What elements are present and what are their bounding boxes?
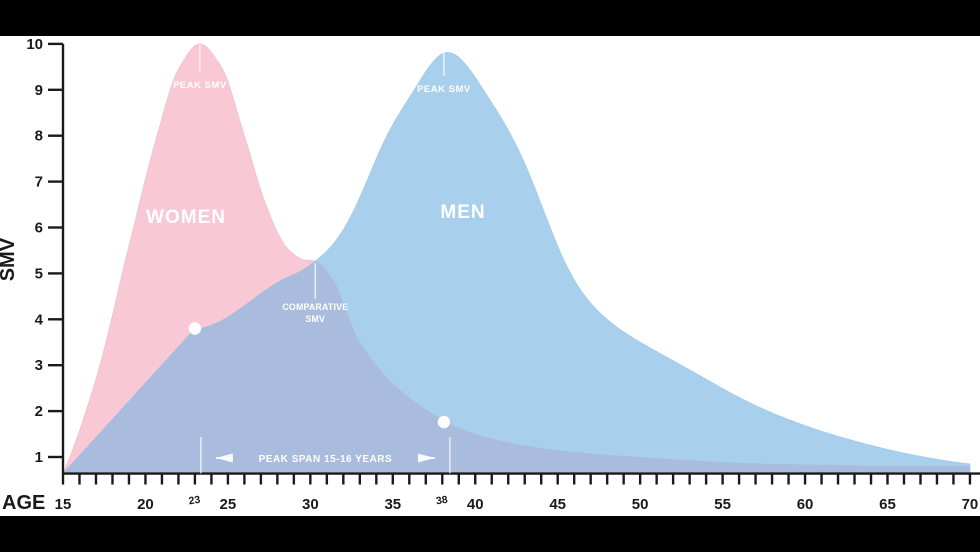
- svg-text:65: 65: [879, 496, 896, 513]
- svg-text:AGE: AGE: [2, 492, 45, 514]
- svg-text:3: 3: [35, 357, 43, 374]
- svg-text:WOMEN: WOMEN: [146, 207, 226, 228]
- svg-text:23: 23: [188, 494, 201, 508]
- svg-text:10: 10: [26, 36, 43, 53]
- svg-text:35: 35: [384, 496, 401, 513]
- svg-text:8: 8: [35, 128, 43, 145]
- svg-text:SMV: SMV: [0, 237, 19, 281]
- svg-text:15: 15: [55, 496, 72, 513]
- svg-text:1: 1: [35, 449, 43, 466]
- svg-text:PEAK SMV: PEAK SMV: [173, 80, 227, 91]
- svg-text:70: 70: [962, 496, 979, 513]
- svg-text:PEAK SMV: PEAK SMV: [417, 84, 471, 95]
- svg-text:38: 38: [435, 494, 448, 508]
- svg-text:40: 40: [467, 496, 484, 513]
- svg-text:45: 45: [549, 496, 566, 513]
- svg-text:55: 55: [714, 496, 731, 513]
- svg-text:25: 25: [220, 496, 237, 513]
- svg-text:50: 50: [632, 496, 649, 513]
- svg-text:2: 2: [35, 403, 43, 420]
- svg-text:PEAK SPAN 15-16 YEARS: PEAK SPAN 15-16 YEARS: [259, 454, 393, 465]
- svg-text:SMV: SMV: [305, 314, 325, 324]
- svg-text:60: 60: [797, 496, 814, 513]
- svg-text:7: 7: [35, 174, 43, 191]
- svg-text:20: 20: [137, 496, 154, 513]
- svg-text:5: 5: [35, 265, 43, 282]
- svg-text:COMPARATIVE: COMPARATIVE: [282, 302, 348, 312]
- svg-text:4: 4: [35, 311, 44, 328]
- svg-text:30: 30: [302, 496, 319, 513]
- svg-text:MEN: MEN: [440, 202, 485, 223]
- svg-text:9: 9: [35, 82, 43, 99]
- svg-text:6: 6: [35, 220, 43, 237]
